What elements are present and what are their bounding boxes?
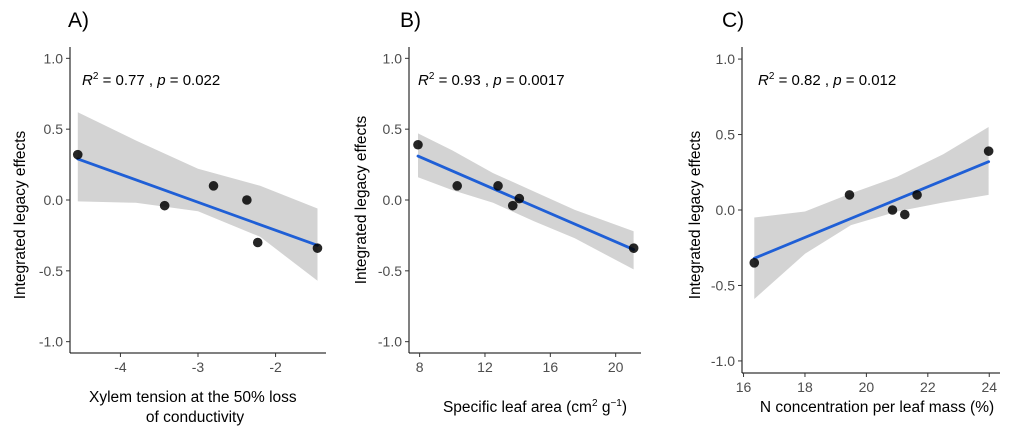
panel-b-stat: R2 = 0.93 , p = 0.0017 (418, 71, 565, 89)
panel-a-data-point (312, 243, 323, 253)
panel-b-ylabel: Integrated legacy effects (353, 115, 370, 284)
panel-c-data-point (983, 146, 994, 156)
panel-c-ytick-label: -0.5 (711, 277, 735, 293)
panel-b-ytick-label: 0.0 (383, 192, 403, 208)
panel-a-ytick-label: 0.0 (44, 192, 64, 208)
panel-c-letter: C) (722, 9, 744, 32)
panel-a-p: 0.022 (183, 72, 221, 89)
panel-a-data-point (72, 149, 83, 160)
panel-b-r2: 0.93 (452, 72, 481, 89)
panel-c-data-point (844, 190, 855, 200)
panel-c-r2: 0.82 (792, 72, 821, 89)
panel-b-xlabel: Specific leaf area (cm2 g−1) (443, 398, 627, 416)
panel-c-data-point (749, 258, 760, 268)
panel-a-data-point (208, 181, 219, 191)
panel-a-ylabel: Integrated legacy effects (12, 130, 29, 299)
panel-b-data-point (452, 181, 462, 191)
panel-a-data-point (159, 200, 170, 211)
panel-b-xtick-label: 12 (477, 359, 493, 375)
panel-b-xtick-label: 20 (608, 359, 624, 375)
panel-a-letter: A) (68, 9, 89, 32)
panel-b-letter: B) (400, 9, 421, 32)
panel-b-data-point (507, 200, 518, 211)
panel-c: C) Integrated legacy effects R2 = 0.82 ,… (687, 9, 1000, 416)
panel-b-xtick-label: 16 (543, 359, 559, 375)
panel-b-data-point (514, 193, 525, 204)
panel-c-ytick-label: 0.0 (716, 202, 736, 218)
panel-b-xtick-label: 8 (416, 359, 424, 375)
panel-c-xtick-label: 16 (736, 379, 752, 395)
panel-a-ytick-label: -1.0 (39, 334, 63, 350)
panel-a-r2: 0.77 (116, 72, 145, 89)
panel-c-data-point (899, 209, 910, 220)
panel-a-ytick-label: -0.5 (39, 263, 63, 279)
panel-a-data-point (242, 195, 252, 205)
panel-b-regression-line (416, 154, 636, 251)
panel-a-ytick-label: 1.0 (44, 50, 64, 66)
panel-c-xtick-label: 18 (797, 379, 813, 395)
panel-b: B) Integrated legacy effects R2 = 0.93 ,… (353, 9, 641, 416)
panel-c-xlabel: N concentration per leaf mass (%) (760, 399, 994, 416)
panel-a-data-point (252, 237, 263, 248)
panel-c-regression-line (752, 160, 991, 260)
panel-b-data-point (628, 243, 639, 253)
panel-c-ytick-label: 1.0 (716, 51, 736, 67)
panel-a-regression-line (76, 157, 319, 247)
panel-b-ytick-label: -0.5 (378, 263, 402, 279)
panel-c-data-point (887, 205, 898, 215)
panel-c-xtick-label: 20 (859, 379, 875, 395)
panel-b-ytick-label: -1.0 (378, 334, 402, 350)
panel-c-xtick-label: 22 (920, 379, 936, 395)
panel-a-confidence-band (77, 112, 318, 281)
panel-c-stat: R2 = 0.82 , p = 0.012 (758, 71, 896, 89)
panel-a-xlabel: Xylem tension at the 50% loss of conduct… (89, 389, 301, 426)
panel-b-p: 0.0017 (519, 72, 565, 89)
panel-b-data-point (493, 181, 503, 191)
panel-c-ytick-label: 0.5 (716, 127, 736, 143)
panel-a-ytick-label: 0.5 (44, 121, 64, 137)
panel-b-data-point (413, 139, 423, 150)
panel-a-stat: R2 = 0.77 , p = 0.022 (82, 71, 220, 89)
panel-c-ytick-label: -1.0 (711, 353, 735, 369)
panel-c-ylabel: Integrated legacy effects (687, 130, 704, 299)
panel-a-xtick-label: -2 (269, 359, 282, 375)
panel-c-confidence-band (754, 127, 989, 299)
panel-c-data-point (912, 190, 922, 200)
panel-c-p: 0.012 (859, 72, 897, 89)
panel-b-ytick-label: 0.5 (383, 121, 403, 137)
panel-c-xtick-label: 24 (981, 379, 997, 395)
panel-a-xtick-label: -3 (192, 359, 205, 375)
panel-b-ytick-label: 1.0 (383, 50, 403, 66)
panel-a: A) Integrated legacy effects R2 = 0.77 ,… (12, 9, 326, 426)
panel-a-xtick-label: -4 (114, 359, 127, 375)
